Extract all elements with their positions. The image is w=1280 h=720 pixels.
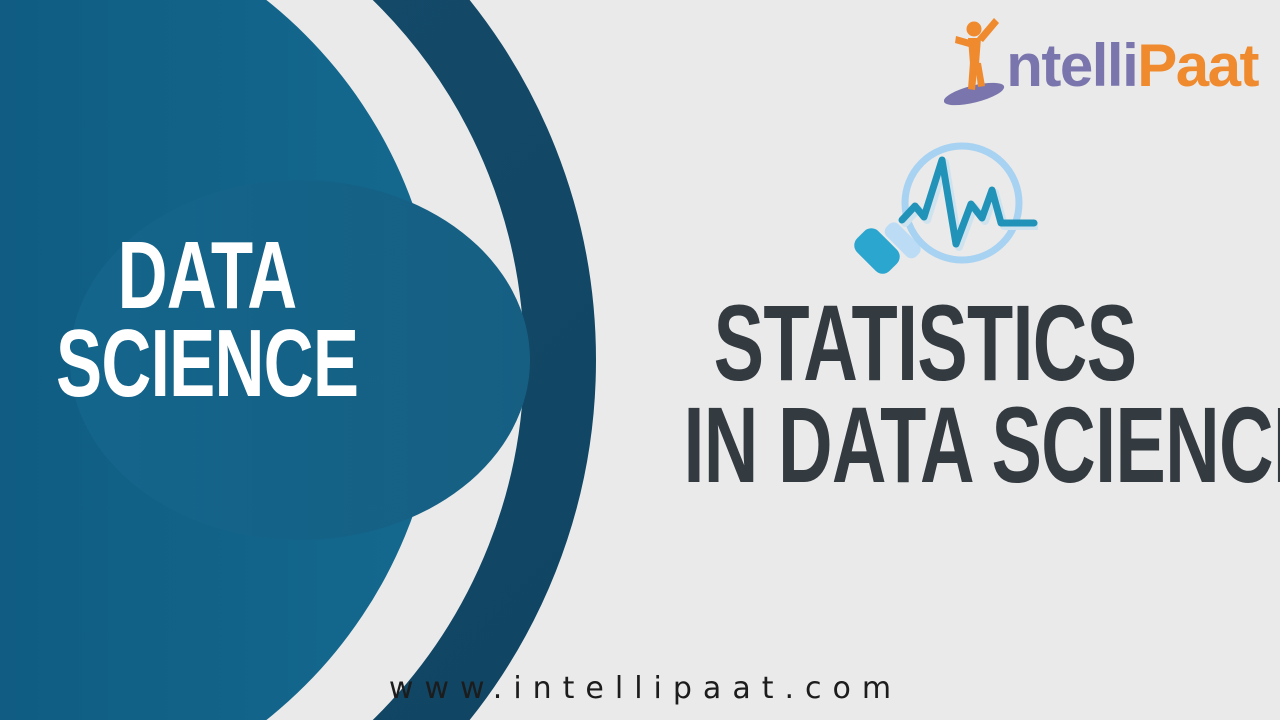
figure-leg-back <box>975 62 986 87</box>
magnifier-handle-connector <box>884 222 921 259</box>
logo-word-intelli: ntelli <box>1006 32 1139 99</box>
surfboard-shape <box>944 82 1005 106</box>
figure-head <box>966 21 982 37</box>
left-headline-line-1: DATA <box>117 222 298 329</box>
figure-arm-left <box>955 36 971 47</box>
logo-word-paat: Paat <box>1137 32 1259 99</box>
blue-arc-graphic-svg <box>0 0 596 720</box>
intellipaat-logo[interactable]: ntelliPaat <box>944 14 1259 110</box>
left-headline: DATA SCIENCE <box>0 222 400 418</box>
magnifier-analytics-icon <box>852 140 1041 290</box>
page-title: STATISTICS IN DATA SCIENCE <box>580 282 1280 505</box>
blue-bulge <box>70 180 530 540</box>
magnifier-svg <box>854 142 1041 274</box>
person-surfboard-icon <box>944 18 1005 106</box>
magnifier-handle <box>854 228 900 274</box>
figure-leg-front <box>968 62 979 90</box>
outer-ring-arc <box>372 0 596 720</box>
logo-wordmark: ntelliPaat <box>1006 36 1259 96</box>
intellipaat-mark-icon <box>944 16 1010 108</box>
magnifier-waveform <box>898 156 1038 248</box>
footer-website-url[interactable]: www.intellipaat.com <box>388 671 903 706</box>
magnifier-lens-ring <box>901 142 1023 264</box>
page-title-line-1: STATISTICS <box>713 282 1138 403</box>
figure-arm-raised <box>977 18 1000 42</box>
left-blue-graphic <box>0 0 620 720</box>
page-title-line-2: IN DATA SCIENCE <box>683 383 1280 505</box>
figure-torso <box>968 38 982 64</box>
left-headline-line-2: SCIENCE <box>56 310 359 418</box>
